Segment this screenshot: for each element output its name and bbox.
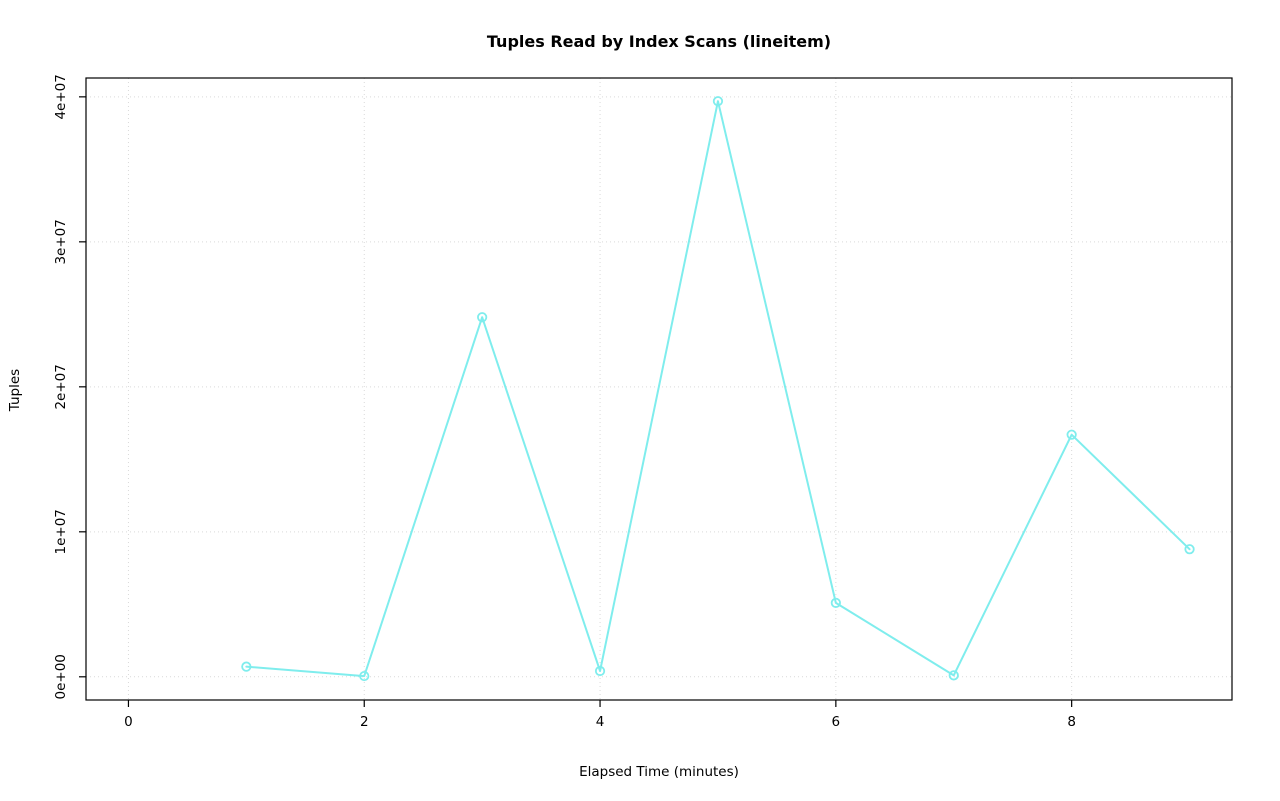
x-tick-label: 4 <box>596 714 605 730</box>
series-layer <box>241 96 1195 682</box>
x-tick-label: 0 <box>124 714 133 730</box>
data-point <box>948 670 959 681</box>
y-tick-label: 3e+07 <box>53 219 69 264</box>
axes-layer: 0 2 4 6 8 0e+00 1e+07 2e+07 3e+07 4e+07 <box>53 74 1233 730</box>
data-point <box>594 665 606 677</box>
y-tick-label: 0e+00 <box>53 654 69 699</box>
chart-title: Tuples Read by Index Scans (lineitem) <box>487 32 831 51</box>
data-point <box>241 661 252 672</box>
data-point <box>1184 544 1195 555</box>
data-point <box>830 597 841 608</box>
x-tick-label: 8 <box>1067 714 1076 730</box>
data-line <box>245 100 1191 678</box>
data-point <box>359 670 370 682</box>
y-tick-label: 2e+07 <box>53 364 69 409</box>
data-point <box>712 96 724 107</box>
data-point <box>1066 429 1077 440</box>
x-axis-label: Elapsed Time (minutes) <box>579 764 739 780</box>
plot-border <box>85 77 1233 701</box>
y-tick-label: 4e+07 <box>53 74 69 119</box>
x-tick-label: 2 <box>360 714 369 730</box>
data-point <box>477 312 488 323</box>
x-tick-label: 6 <box>832 714 841 730</box>
y-tick-label: 1e+07 <box>53 509 69 554</box>
y-axis-label: Tuples <box>7 369 23 412</box>
